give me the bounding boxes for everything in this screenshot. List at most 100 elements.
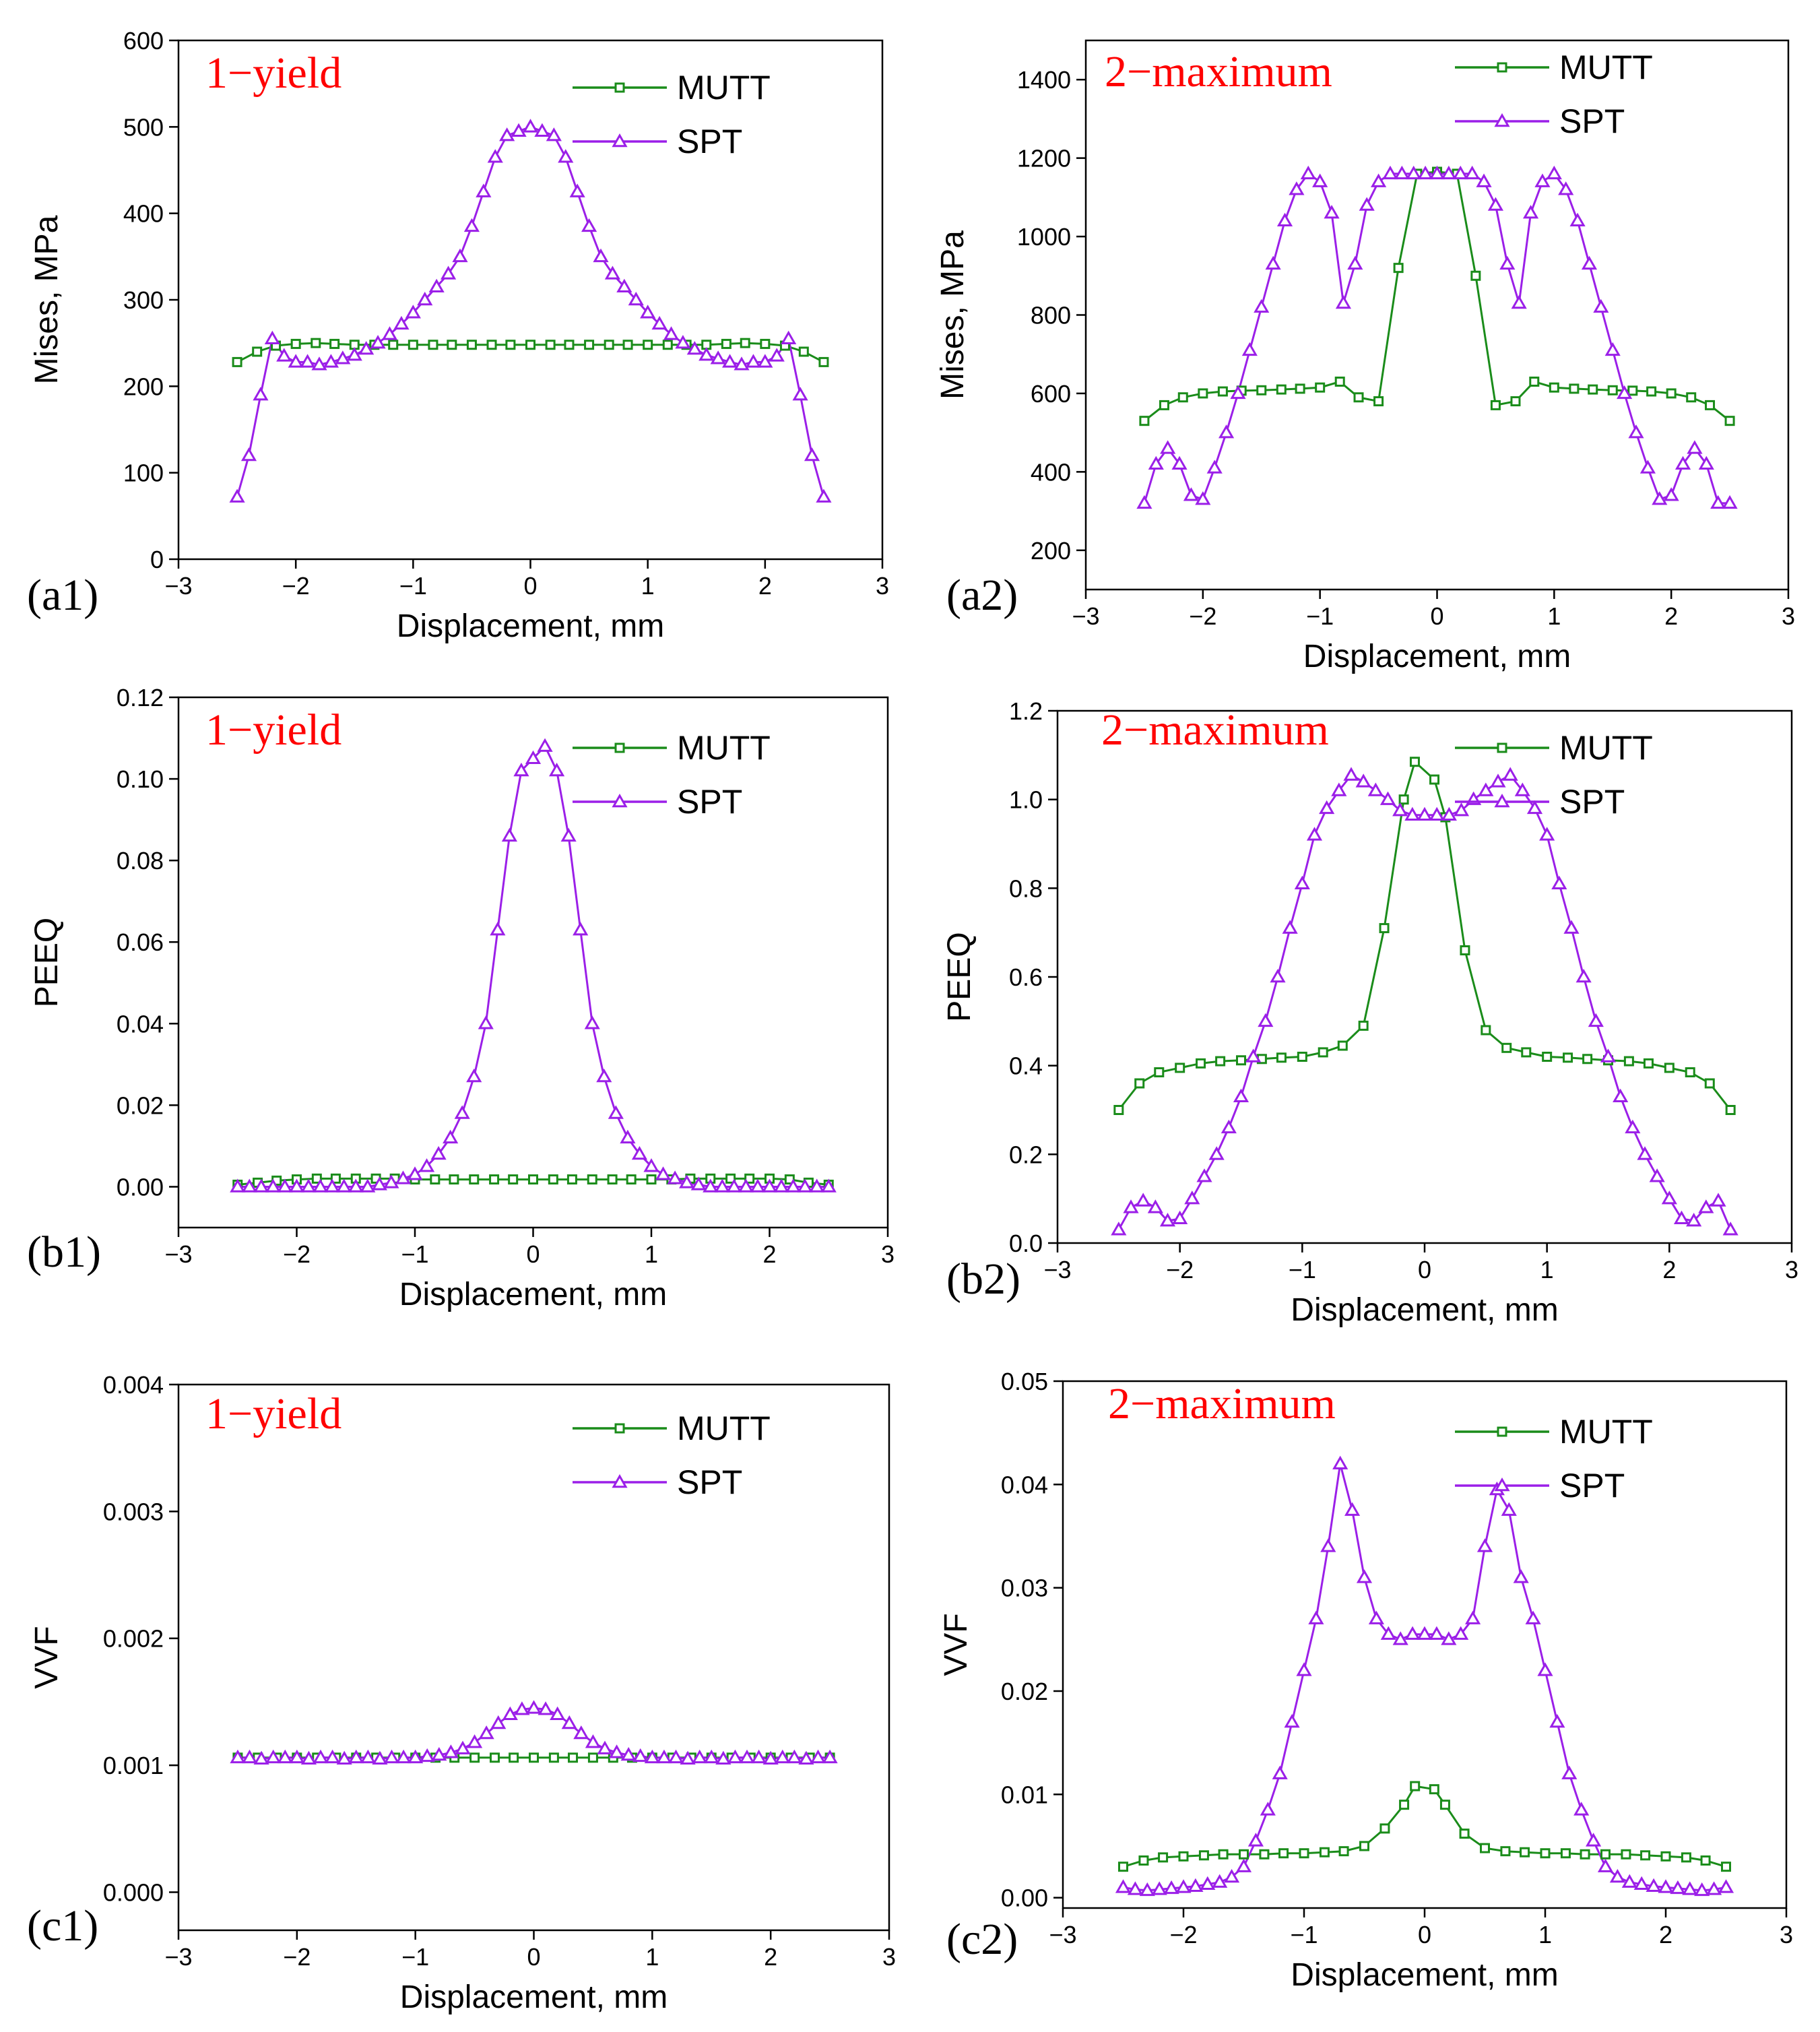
data-point-mutt [1319, 1847, 1330, 1858]
data-point-spt [750, 1749, 767, 1764]
y-tick-label: 0.08 [117, 847, 164, 875]
legend-marker-mutt [1497, 62, 1507, 73]
data-point-mutt [622, 340, 633, 350]
chart-a2: −3 −2 −1 0 1 2 3 200 400 600 800 1000 1200 1400 Displa… [935, 39, 1795, 674]
data-point-mutt [408, 340, 418, 350]
data-point-spt [703, 1749, 719, 1764]
data-point-mutt [1393, 263, 1404, 274]
x-tick-label: −3 [164, 1240, 192, 1268]
legend: MUTT SPT [573, 69, 771, 160]
data-point-spt [1464, 165, 1481, 180]
y-tick-label: 0.8 [1009, 875, 1043, 902]
data-point-spt [620, 1129, 636, 1144]
data-point-spt [550, 1706, 566, 1721]
data-point-spt [643, 1158, 659, 1172]
data-point-mutt [798, 346, 809, 357]
y-tick-label: 0.000 [103, 1878, 164, 1906]
y-tick-label: 0.06 [117, 928, 164, 956]
plot-frame [177, 39, 884, 561]
chart-title: 2−maximum [1108, 1379, 1336, 1428]
data-point-spt [1160, 440, 1176, 454]
y-tick-label: 400 [1031, 458, 1071, 486]
x-tick-label: 3 [876, 572, 889, 600]
data-point-spt [797, 1178, 813, 1193]
data-point-spt [655, 1166, 672, 1180]
data-point-spt [383, 1174, 399, 1188]
data-point-spt [1453, 1626, 1469, 1640]
y-axis-label: PEEQ [942, 932, 977, 1021]
data-point-spt [324, 1749, 341, 1764]
legend-label-mutt: MUTT [677, 69, 771, 106]
data-point-spt [680, 1750, 696, 1765]
data-point-mutt [1315, 382, 1326, 393]
data-point-mutt [584, 340, 595, 350]
y-tick-label: 800 [1031, 302, 1071, 329]
data-point-mutt [1259, 1849, 1270, 1860]
data-point-spt [428, 278, 445, 292]
data-point-spt [1368, 1610, 1384, 1624]
data-point-spt [253, 387, 269, 401]
data-point-mutt [1460, 945, 1470, 955]
data-point-spt [804, 447, 820, 462]
data-point-spt [1308, 1610, 1324, 1624]
y-tick-label: 600 [123, 27, 164, 55]
data-point-spt [1151, 1881, 1167, 1895]
y-tick-label: 400 [123, 200, 164, 228]
y-tick-label: 300 [123, 286, 164, 314]
data-point-spt [1710, 495, 1726, 509]
data-point-spt [440, 265, 457, 280]
data-point-spt [276, 348, 292, 362]
chart-a1: −3 −2 −1 0 1 2 3 0 100 200 300 400 500 600 Displacemen… [27, 27, 889, 644]
data-point-mutt [1549, 382, 1559, 393]
legend-marker-mutt [1497, 742, 1507, 753]
data-point-mutt [1439, 1800, 1450, 1810]
data-point-spt [1682, 1881, 1698, 1895]
data-point-spt [1628, 424, 1644, 439]
y-tick-label: 1400 [1017, 66, 1071, 94]
data-point-spt [1320, 1538, 1336, 1552]
data-point-mutt [1623, 1056, 1634, 1067]
data-point-spt [786, 1749, 802, 1764]
data-point-mutt [1704, 1078, 1715, 1089]
data-point-mutt [1379, 1823, 1390, 1834]
data-point-spt [1123, 1199, 1139, 1213]
data-point-spt [726, 1178, 742, 1193]
data-point-spt [1175, 1879, 1192, 1893]
x-tick-label: 0 [527, 1943, 540, 1971]
legend-label-mutt: MUTT [677, 1409, 771, 1447]
data-point-spt [667, 1170, 683, 1184]
data-point-mutt [1470, 270, 1481, 281]
panel-id: (b2) [946, 1255, 1020, 1304]
data-point-mutt [566, 1174, 577, 1185]
data-point-mutt [818, 356, 829, 367]
data-point-spt [1218, 424, 1235, 439]
legend-label-spt: SPT [677, 783, 742, 821]
x-tick-label: −1 [1290, 1921, 1318, 1948]
data-point-spt [597, 1740, 613, 1754]
data-point-spt [1441, 806, 1457, 821]
series-line-mutt [1123, 1785, 1726, 1868]
data-point-spt [715, 1750, 732, 1765]
y-tick-label: 1.0 [1009, 786, 1043, 814]
legend-marker-mutt [614, 82, 625, 93]
data-point-spt [1513, 1569, 1529, 1583]
x-tick-label: 1 [641, 572, 655, 600]
legend-label-mutt: MUTT [1559, 1413, 1653, 1451]
data-point-mutt [725, 1173, 736, 1184]
data-point-mutt [1215, 1056, 1226, 1067]
data-point-spt [584, 1015, 600, 1029]
series-line-spt [1123, 1463, 1726, 1892]
legend-marker-spt [612, 1473, 628, 1488]
data-point-spt [1196, 1168, 1212, 1182]
y-tick-label: 0.004 [103, 1371, 164, 1399]
data-point-mutt [607, 1174, 618, 1185]
data-point-spt [1441, 1631, 1457, 1645]
data-point-spt [820, 1178, 837, 1193]
data-point-mutt [1295, 383, 1305, 394]
data-point-spt [1159, 1213, 1176, 1227]
data-point-spt [395, 1749, 412, 1764]
data-point-mutt [548, 1174, 558, 1185]
data-point-spt [569, 183, 585, 197]
data-point-spt [822, 1749, 838, 1764]
x-tick-label: −2 [282, 572, 310, 600]
